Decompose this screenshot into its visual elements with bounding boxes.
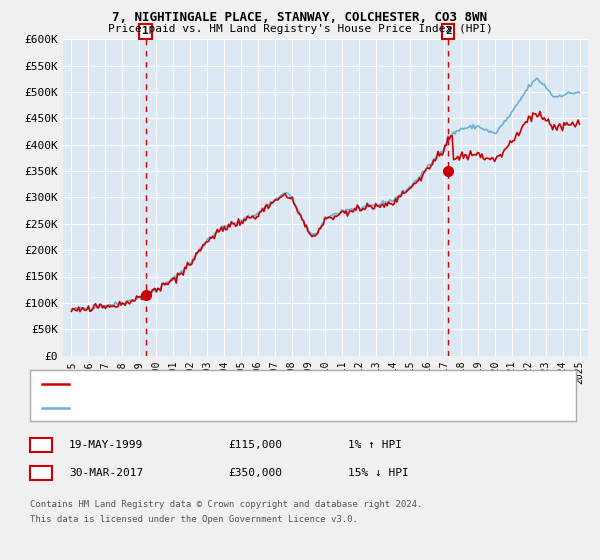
- Text: 19-MAY-1999: 19-MAY-1999: [69, 440, 143, 450]
- Text: 2: 2: [37, 468, 44, 478]
- Text: Price paid vs. HM Land Registry's House Price Index (HPI): Price paid vs. HM Land Registry's House …: [107, 24, 493, 34]
- Text: This data is licensed under the Open Government Licence v3.0.: This data is licensed under the Open Gov…: [30, 515, 358, 524]
- Text: Contains HM Land Registry data © Crown copyright and database right 2024.: Contains HM Land Registry data © Crown c…: [30, 500, 422, 508]
- Text: 1% ↑ HPI: 1% ↑ HPI: [348, 440, 402, 450]
- Text: HPI: Average price, detached house, Colchester: HPI: Average price, detached house, Colc…: [72, 403, 342, 413]
- Text: 1: 1: [37, 440, 44, 450]
- Text: 1: 1: [142, 26, 149, 36]
- Text: 2: 2: [445, 26, 452, 36]
- Text: £115,000: £115,000: [228, 440, 282, 450]
- Text: 30-MAR-2017: 30-MAR-2017: [69, 468, 143, 478]
- Text: £350,000: £350,000: [228, 468, 282, 478]
- Text: 15% ↓ HPI: 15% ↓ HPI: [348, 468, 409, 478]
- Text: 7, NIGHTINGALE PLACE, STANWAY, COLCHESTER, CO3 8WN: 7, NIGHTINGALE PLACE, STANWAY, COLCHESTE…: [113, 11, 487, 24]
- Text: 7, NIGHTINGALE PLACE, STANWAY, COLCHESTER, CO3 8WN (detached house): 7, NIGHTINGALE PLACE, STANWAY, COLCHESTE…: [72, 379, 466, 389]
